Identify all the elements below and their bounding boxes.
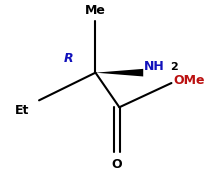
Text: NH: NH xyxy=(144,60,165,73)
Text: O: O xyxy=(112,158,122,171)
Text: Et: Et xyxy=(15,104,29,117)
Text: OMe: OMe xyxy=(174,74,205,87)
Polygon shape xyxy=(95,69,143,76)
Text: Me: Me xyxy=(85,4,106,17)
Text: 2: 2 xyxy=(170,62,178,72)
Text: R: R xyxy=(64,52,73,65)
